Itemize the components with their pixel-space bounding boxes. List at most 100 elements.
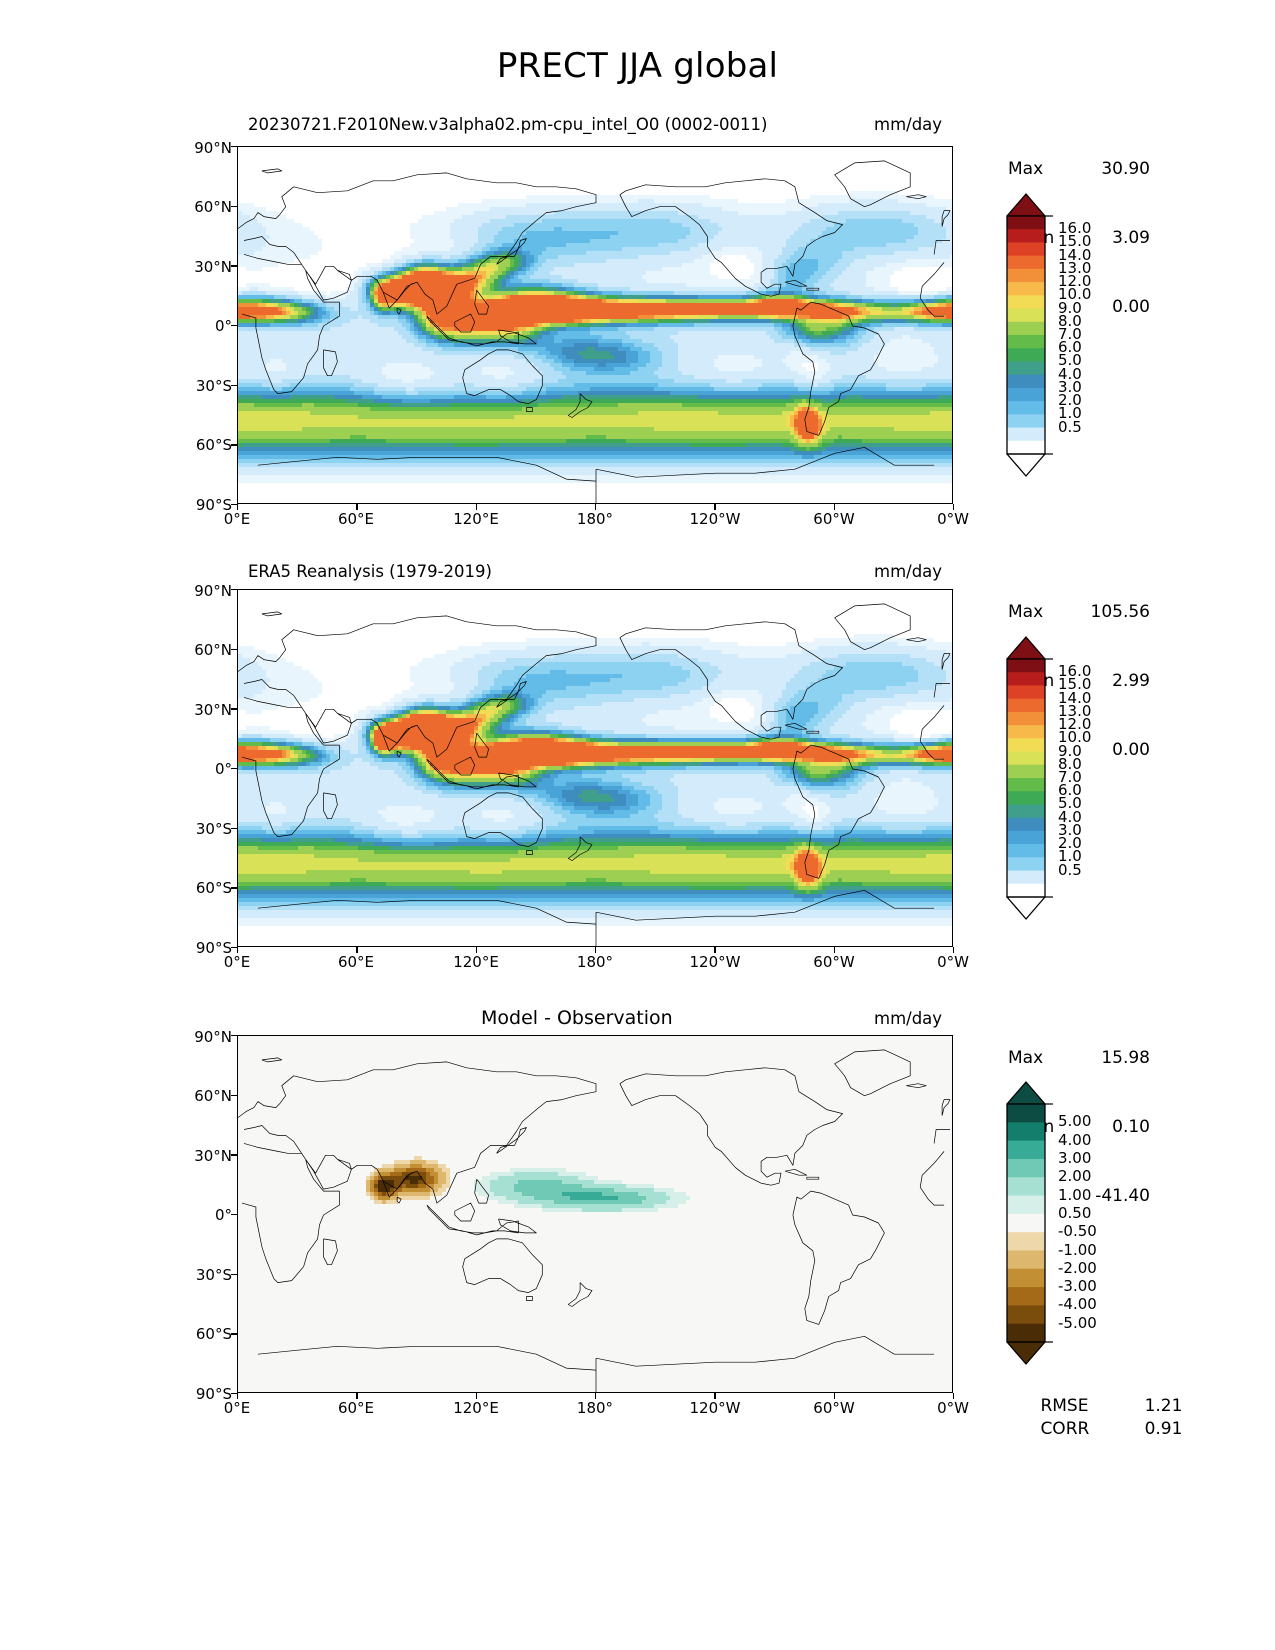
axis-tick bbox=[231, 444, 237, 446]
map-observation[interactable] bbox=[237, 589, 953, 947]
colorbar-tick-label: 2.0 bbox=[1058, 834, 1082, 853]
colorbar-tick-label: 8.0 bbox=[1058, 311, 1082, 330]
ytick-obs-0: 90°N bbox=[194, 582, 232, 600]
colorbar-tick-label: -4.00 bbox=[1058, 1295, 1097, 1314]
stats-obs-value-2: 0.00 bbox=[1112, 740, 1150, 760]
axis-tick bbox=[595, 1393, 597, 1399]
xtick-obs-6: 0°W bbox=[937, 953, 969, 971]
map-model[interactable] bbox=[237, 146, 953, 504]
panel-observation-title: ERA5 Reanalysis (1979-2019) bbox=[248, 562, 492, 581]
axis-tick bbox=[356, 1393, 358, 1399]
colorbar-tick-label: 7.0 bbox=[1058, 325, 1082, 343]
colorbar-tick-label: 0.5 bbox=[1058, 860, 1082, 879]
colorbar-tick-label: -1.00 bbox=[1058, 1240, 1097, 1259]
colorbar-tick-label: 3.00 bbox=[1058, 1148, 1092, 1167]
colorbar-tick-label: -5.00 bbox=[1058, 1313, 1097, 1332]
axis-tick bbox=[231, 648, 237, 650]
axis-tick bbox=[231, 205, 237, 207]
xtick-diff-4: 120°W bbox=[689, 1399, 741, 1417]
axis-tick bbox=[231, 589, 237, 591]
axis-tick bbox=[475, 1393, 477, 1399]
colorbar-tick-label: 5.00 bbox=[1058, 1112, 1092, 1131]
xtick-diff-3: 180° bbox=[576, 1399, 614, 1417]
colorbar-tick-label: 2.00 bbox=[1058, 1167, 1092, 1186]
axis-tick bbox=[237, 947, 239, 953]
axis-tick bbox=[231, 384, 237, 386]
axis-tick bbox=[231, 504, 237, 506]
colorbar-tick-label: -2.00 bbox=[1058, 1258, 1097, 1277]
axis-tick bbox=[953, 1393, 955, 1399]
panel-model-title: 20230721.F2010New.v3alpha02.pm-cpu_intel… bbox=[248, 115, 768, 134]
ytick-obs-6: 90°S bbox=[195, 939, 232, 957]
ytick-obs-4: 30°S bbox=[195, 820, 232, 838]
colorbar-difference bbox=[1005, 1080, 1057, 1366]
map-difference[interactable] bbox=[237, 1035, 953, 1393]
xtick-model-0: 0°E bbox=[223, 510, 251, 528]
ytick-obs-1: 60°N bbox=[194, 641, 232, 659]
colorbar-tick-label: 9.0 bbox=[1058, 298, 1082, 317]
axis-tick bbox=[231, 325, 237, 327]
axis-tick bbox=[231, 947, 237, 949]
colorbar-tick-label: 0.50 bbox=[1058, 1203, 1092, 1222]
axis-tick bbox=[237, 504, 239, 510]
ytick-obs-5: 60°S bbox=[195, 879, 232, 897]
ytick-diff-1: 60°N bbox=[194, 1087, 232, 1105]
colorbar-tick-label: 7.0 bbox=[1058, 768, 1082, 786]
colorbar-tick-label: 14.0 bbox=[1058, 688, 1092, 707]
xtick-model-4: 120°W bbox=[689, 510, 741, 528]
ytick-model-3: 0° bbox=[214, 317, 232, 335]
colorbar-tick-label: 13.0 bbox=[1058, 258, 1092, 277]
ytick-model-5: 60°S bbox=[195, 436, 232, 454]
xtick-model-3: 180° bbox=[576, 510, 614, 528]
xtick-diff-5: 60°W bbox=[813, 1399, 855, 1417]
axis-tick bbox=[231, 887, 237, 889]
score-value-corr: 0.91 bbox=[1144, 1419, 1183, 1439]
xtick-obs-4: 120°W bbox=[689, 953, 741, 971]
axis-tick bbox=[714, 1393, 716, 1399]
axis-tick bbox=[595, 947, 597, 953]
axis-tick bbox=[231, 265, 237, 267]
colorbar-tick-label: 6.0 bbox=[1058, 338, 1082, 357]
panel-observation-units: mm/day bbox=[874, 562, 943, 581]
xtick-model-1: 60°E bbox=[337, 510, 375, 528]
xtick-model-6: 0°W bbox=[937, 510, 969, 528]
colorbar-tick-label: 1.00 bbox=[1058, 1185, 1092, 1204]
ytick-diff-0: 90°N bbox=[194, 1028, 232, 1046]
ytick-model-6: 90°S bbox=[195, 496, 232, 514]
colorbar-tick-label: 1.0 bbox=[1058, 404, 1082, 423]
axis-tick bbox=[231, 1035, 237, 1037]
axis-tick bbox=[833, 947, 835, 953]
colorbar-tick-label: -0.50 bbox=[1058, 1222, 1097, 1241]
axis-tick bbox=[231, 708, 237, 710]
score-label-corr: CORR bbox=[1040, 1419, 1090, 1439]
xtick-model-2: 120°E bbox=[453, 510, 499, 528]
colorbar-tick-label: 3.0 bbox=[1058, 377, 1082, 396]
colorbar-tick-label: 14.0 bbox=[1058, 245, 1092, 264]
xtick-obs-0: 0°E bbox=[223, 953, 251, 971]
xtick-diff-6: 0°W bbox=[937, 1399, 969, 1417]
colorbar-tick-label: 16.0 bbox=[1058, 219, 1092, 238]
colorbar-tick-label: 15.0 bbox=[1058, 232, 1092, 251]
colorbar-tick-label: 5.0 bbox=[1058, 351, 1082, 370]
axis-tick bbox=[833, 1393, 835, 1399]
axis-tick bbox=[231, 768, 237, 770]
xtick-obs-5: 60°W bbox=[813, 953, 855, 971]
axis-tick bbox=[231, 827, 237, 829]
ytick-diff-4: 30°S bbox=[195, 1266, 232, 1284]
colorbar-observation bbox=[1005, 635, 1057, 921]
xtick-obs-2: 120°E bbox=[453, 953, 499, 971]
ytick-diff-6: 90°S bbox=[195, 1385, 232, 1403]
score-value-rmse: 1.21 bbox=[1144, 1396, 1183, 1416]
colorbar-tick-label: -3.00 bbox=[1058, 1277, 1097, 1296]
stats-model-value-1: 3.09 bbox=[1112, 228, 1150, 248]
colorbar-tick-label: 4.00 bbox=[1058, 1130, 1092, 1149]
xtick-model-5: 60°W bbox=[813, 510, 855, 528]
colorbar-tick-label: 12.0 bbox=[1058, 715, 1092, 734]
colorbar-model bbox=[1005, 192, 1057, 478]
panel-model-units: mm/day bbox=[874, 115, 943, 134]
axis-tick bbox=[953, 504, 955, 510]
colorbar-tick-label: 4.0 bbox=[1058, 364, 1082, 383]
axis-tick bbox=[475, 504, 477, 510]
colorbar-tick-label: 16.0 bbox=[1058, 662, 1092, 681]
axis-tick bbox=[595, 504, 597, 510]
